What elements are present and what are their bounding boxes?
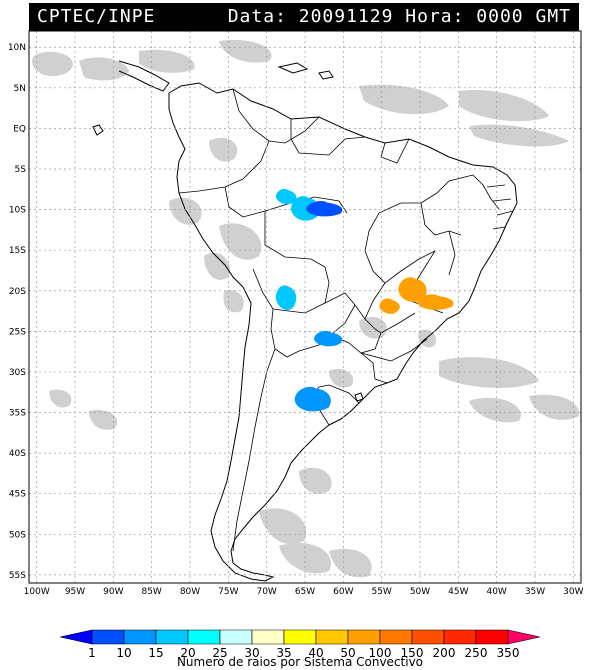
colorbar-swatch: [411, 629, 445, 645]
lat-label: 30S: [9, 368, 26, 378]
south-america-outline: [92, 60, 518, 582]
map-header: CPTEC/INPE Data: 20091129 Hora: 0000 GMT: [29, 3, 579, 31]
lat-label: 5N: [14, 84, 26, 94]
lon-label: 80W: [180, 587, 200, 597]
colorbar-tick-label: 150: [401, 646, 424, 660]
lon-label: 85W: [141, 587, 161, 597]
lat-label: 40S: [9, 449, 26, 459]
lon-label: 60W: [333, 587, 353, 597]
lon-label: 90W: [103, 587, 123, 597]
colorbar-tick-label: 35: [276, 646, 291, 660]
colorbar-tick-label: 100: [369, 646, 392, 660]
colorbar-swatch: [475, 629, 509, 645]
colorbar-swatch: [59, 629, 93, 645]
colorbar-swatch: [379, 629, 413, 645]
colorbar-swatch: [123, 629, 157, 645]
convective-system: [306, 200, 343, 217]
lat-label: 20S: [9, 287, 26, 297]
colorbar-tick-label: 350: [497, 646, 520, 660]
colorbar-legend: 1 10 15 20 25 30 35 40 50 100 150 200 250 350 Numero …: [59, 629, 541, 669]
cloud-cover: [32, 40, 580, 578]
lat-label: 45S: [9, 490, 26, 500]
colorbar-tick-label: 20: [180, 646, 195, 660]
lon-label: 50W: [410, 587, 430, 597]
lat-label: 55S: [9, 571, 26, 581]
map-canvas: 10N5NEQ5S10S15S20S25S30S35S40S45S50S55S …: [8, 30, 584, 597]
convective-system: [275, 285, 297, 310]
colorbar-swatch: [219, 629, 253, 645]
colorbar-caption: Numero de raios por Sistema Convectivo: [177, 655, 423, 669]
map-panel: 10N 5N EQ 5S 10S 15S 20S 25S 30S 35S 40S 45S 50S 55S …: [8, 30, 584, 597]
colorbar-labels: 1 10 15 20 25 30 35 40 50 100 150 200 250 350: [88, 646, 519, 660]
colorbar-tick-label: 25: [212, 646, 227, 660]
longitude-labels: 100W 95W 90W 85W 80W 75W 70W 65W 60W 55W 50W 45W 40W…: [24, 587, 584, 597]
colorbar-tick-label: 40: [308, 646, 323, 660]
lon-label: 75W: [218, 587, 238, 597]
lat-lon-grid: [29, 31, 581, 583]
lon-label: 30W: [563, 587, 583, 597]
colorbar-tick-label: 1: [88, 646, 96, 660]
colorbar-swatch: [155, 629, 189, 645]
colorbar-swatch: [283, 629, 317, 645]
colorbar-tick-label: 15: [148, 646, 163, 660]
lon-label: 45W: [448, 587, 468, 597]
colorbar-swatch: [91, 629, 125, 645]
lat-label: 10S: [9, 206, 26, 216]
convective-system: [294, 386, 331, 412]
colorbar-tick-label: 200: [433, 646, 456, 660]
lon-label: 95W: [65, 587, 85, 597]
lon-label: 55W: [371, 587, 391, 597]
colorbar-swatch: [251, 629, 285, 645]
convective-systems: [275, 188, 454, 412]
lat-label: EQ: [13, 124, 26, 134]
lon-label: 70W: [256, 587, 276, 597]
lon-label: 65W: [295, 587, 315, 597]
lat-label: 10N: [8, 43, 26, 53]
lat-label: 15S: [9, 246, 26, 256]
convective-system: [379, 298, 400, 314]
convective-system: [275, 188, 297, 205]
colorbar-tick-label: 50: [340, 646, 355, 660]
lat-label: 50S: [9, 530, 26, 540]
colorbar-tick-label: 10: [116, 646, 131, 660]
lon-label: 100W: [24, 587, 50, 597]
lon-label: 35W: [525, 587, 545, 597]
lon-label: 40W: [486, 587, 506, 597]
colorbar-swatch: [507, 629, 541, 645]
colorbar-swatch: [187, 629, 221, 645]
convective-system: [398, 277, 427, 302]
convective-system: [291, 196, 320, 221]
country-borders: [178, 88, 514, 552]
colorbar-tick-label: 250: [465, 646, 488, 660]
convective-system: [314, 330, 343, 347]
source-label: CPTEC/INPE: [37, 6, 156, 27]
colorbar-swatches: [59, 629, 541, 645]
lat-label: 5S: [15, 165, 27, 175]
convective-system: [417, 294, 454, 310]
colorbar-swatch: [347, 629, 381, 645]
map-border: [28, 30, 582, 584]
colorbar-swatch: [443, 629, 477, 645]
colorbar-swatch: [315, 629, 349, 645]
colorbar-tick-label: 30: [244, 646, 259, 660]
lat-label: 35S: [9, 409, 26, 419]
latitude-labels: 10N 5N EQ 5S 10S 15S 20S 25S 30S 35S 40S 45S 50S 55S: [8, 43, 26, 581]
datetime-label: Data: 20091129 Hora: 0000 GMT: [227, 6, 571, 27]
lat-label: 25S: [9, 327, 26, 337]
